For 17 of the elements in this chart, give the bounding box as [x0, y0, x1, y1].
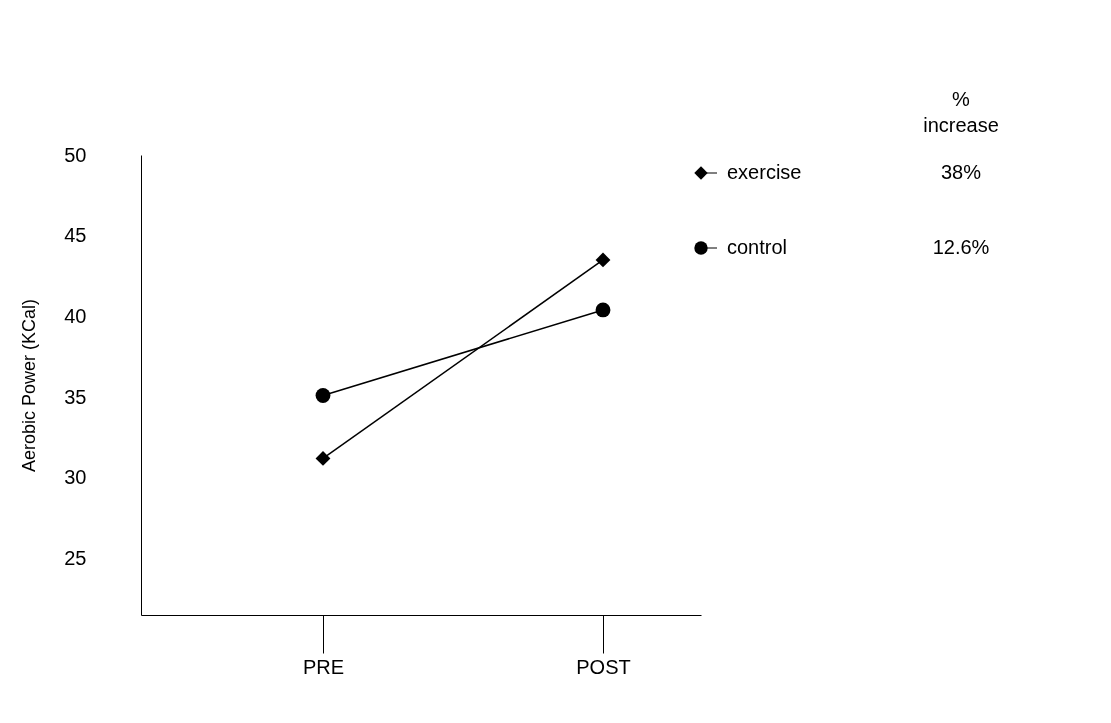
y-axis-title: Aerobic Power (KCal)	[19, 298, 40, 473]
text: 12.6%	[932, 236, 990, 258]
x-tick-label: POST	[576, 655, 631, 678]
y-tick-label: 30	[64, 466, 87, 489]
y-tick-label: 50	[64, 143, 87, 166]
point	[315, 388, 331, 403]
text: 38%	[940, 161, 982, 183]
y-tick-label: 40	[64, 304, 87, 327]
legend-label: control	[727, 236, 788, 258]
legend-label: exercise	[727, 161, 802, 183]
x-tick-label: PRE	[302, 655, 345, 678]
text: % increase	[923, 88, 999, 136]
point	[595, 302, 611, 318]
y-tick-label: 25	[64, 547, 87, 570]
point	[595, 252, 611, 268]
y-tick-label: 45	[64, 224, 87, 247]
y-tick-label: 35	[64, 385, 87, 408]
